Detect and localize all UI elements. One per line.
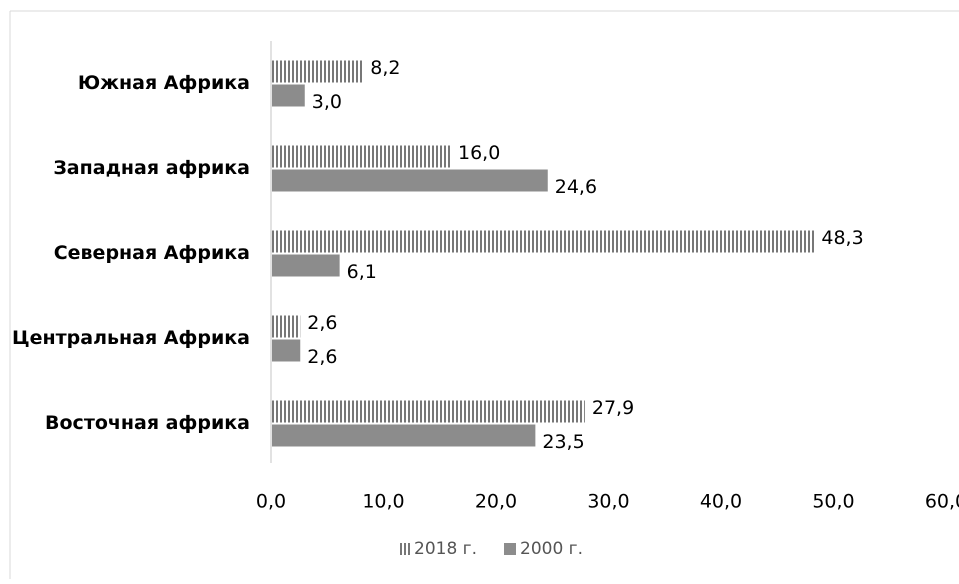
bar-2018 xyxy=(272,230,815,253)
data-label: 8,2 xyxy=(370,57,400,79)
x-tick-label: 40,0 xyxy=(700,491,742,513)
bar-2000 xyxy=(272,254,340,277)
bar-2018 xyxy=(272,145,451,168)
x-tick-label: 10,0 xyxy=(362,491,404,513)
x-tick-label: 0,0 xyxy=(256,491,286,513)
bar-2018 xyxy=(272,315,301,338)
bar-2000 xyxy=(272,424,536,447)
bar-2018 xyxy=(272,60,364,83)
data-label: 48,3 xyxy=(821,227,863,249)
x-tick-label: 20,0 xyxy=(475,491,517,513)
data-label: 6,1 xyxy=(347,261,377,283)
legend: 2018 г. 2000 г. xyxy=(398,539,583,559)
legend-label: 2000 г. xyxy=(520,539,583,559)
legend-label: 2018 г. xyxy=(414,539,477,559)
category-label: Восточная африка xyxy=(45,412,250,434)
x-tick-label: 50,0 xyxy=(812,491,854,513)
x-tick-label: 60,0 xyxy=(925,491,959,513)
data-label: 27,9 xyxy=(592,397,634,419)
bars-layer xyxy=(272,60,815,447)
bar-2000 xyxy=(272,169,548,192)
bar-2000 xyxy=(272,84,305,107)
data-label: 24,6 xyxy=(555,176,597,198)
category-label: Южная Африка xyxy=(78,72,250,94)
x-tick-label: 30,0 xyxy=(587,491,629,513)
data-label: 16,0 xyxy=(458,142,500,164)
bar-2000 xyxy=(272,339,301,362)
category-label: Западная африка xyxy=(53,157,250,179)
data-label: 2,6 xyxy=(307,346,337,368)
data-label: 2,6 xyxy=(307,312,337,334)
data-label: 23,5 xyxy=(542,431,584,453)
category-label: Центральная Африка xyxy=(12,327,250,349)
data-label: 3,0 xyxy=(312,91,342,113)
bar-2018 xyxy=(272,400,585,423)
labels-layer: Южная Африка 8,2 3,0 Западная африка 16,0 24,… xyxy=(12,57,864,453)
ticks-layer: 0,0 10,0 20,0 30,0 40,0 50,0 60,0 xyxy=(256,491,959,513)
category-label: Северная Африка xyxy=(54,242,250,264)
legend-swatch-2000 xyxy=(504,543,516,555)
legend-swatch-2018 xyxy=(398,543,410,555)
